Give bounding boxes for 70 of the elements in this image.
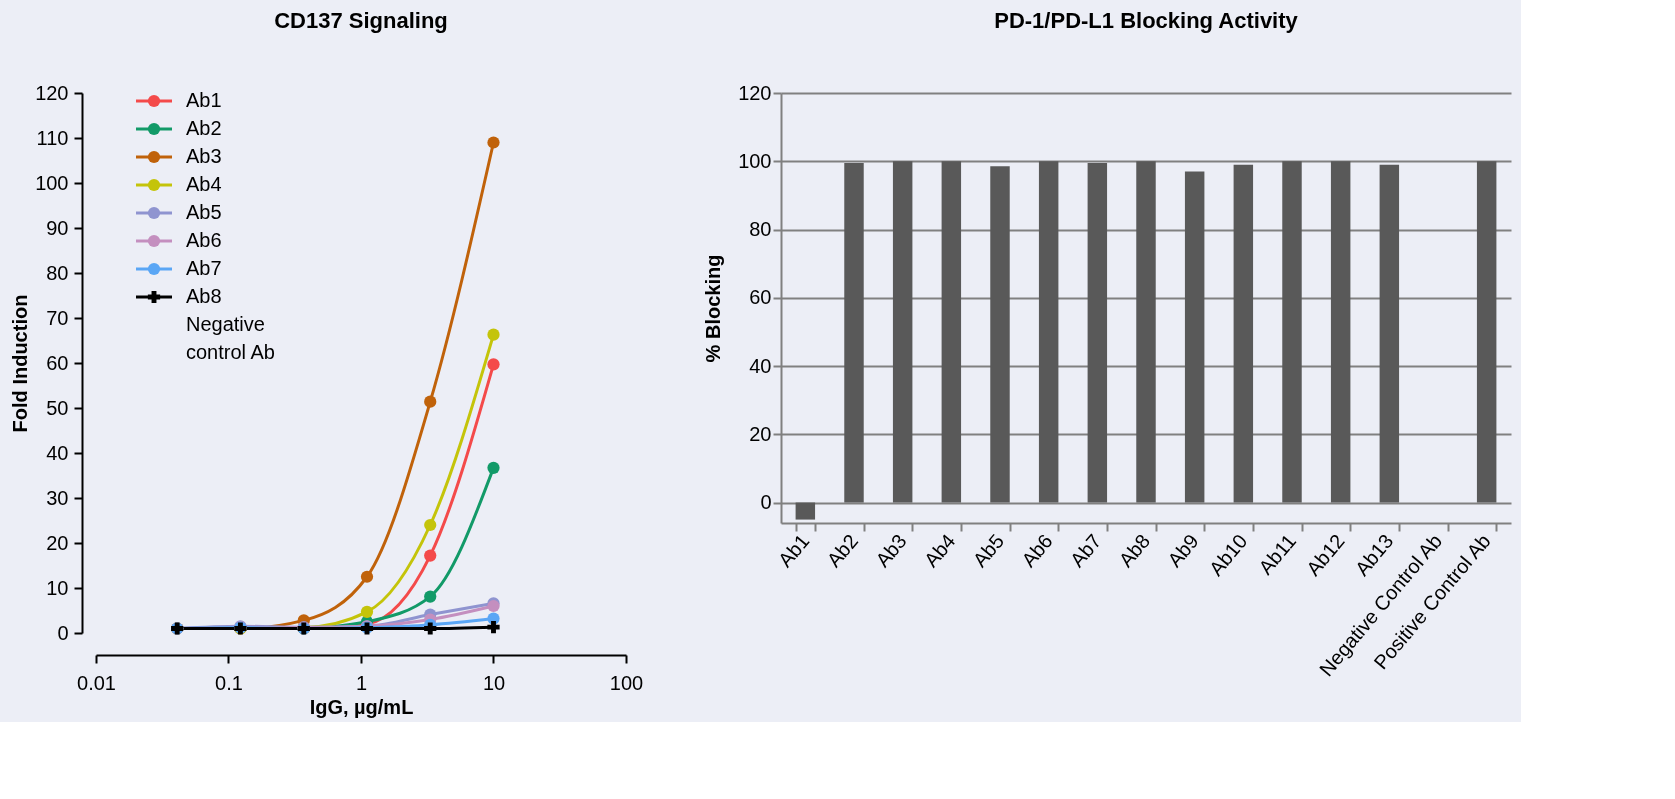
point [487, 136, 500, 149]
y-tick-label: 100 [738, 149, 772, 172]
x-tick-label: Ab1 [773, 529, 814, 572]
legend-label: Ab2 [186, 117, 222, 139]
bar [1379, 164, 1400, 503]
x-axis-title: IgG, µg/mL [309, 695, 414, 718]
x-tick-label: Ab9 [1163, 529, 1203, 572]
x-tick-label: Ab8 [1114, 529, 1155, 572]
legend-label: Ab4 [186, 173, 222, 195]
y-tick-label: 20 [749, 422, 772, 445]
point [487, 328, 500, 341]
bar [990, 166, 1010, 503]
y-tick-label: 90 [46, 216, 69, 239]
y-tick-label: 100 [35, 171, 69, 194]
bar [1038, 161, 1059, 503]
y-tick-label: 110 [36, 126, 69, 149]
bar [795, 502, 816, 520]
x-tick-label: 100 [609, 671, 644, 694]
x-tick-label: Ab2 [822, 529, 863, 572]
y-tick-label: 80 [46, 261, 69, 284]
y-tick-label: 50 [46, 396, 69, 419]
y-tick-label: 80 [749, 218, 772, 241]
legend-label: Ab8 Negative control Ab [186, 285, 275, 363]
legend-label: Ab6 [186, 229, 222, 251]
point [487, 358, 500, 371]
legend-label: Ab7 [186, 257, 222, 279]
y-tick-label: 20 [46, 531, 69, 554]
bar [1184, 171, 1205, 503]
y-tick-label: 0 [760, 491, 772, 514]
y-axis-title: % Blocking [702, 254, 725, 363]
y-tick-label: 60 [749, 286, 772, 309]
point [424, 518, 437, 532]
point [424, 590, 437, 603]
legend-label: Ab3 [186, 145, 222, 167]
point [360, 570, 374, 583]
x-tick-label: Ab6 [1017, 529, 1057, 572]
bar [1330, 161, 1351, 503]
bar [844, 162, 864, 503]
chart-title: PD-1/PD-L1 Blocking Activity [994, 8, 1299, 33]
point [487, 461, 500, 474]
x-tick-label: 0.01 [77, 671, 116, 694]
bar [892, 161, 913, 503]
y-tick-label: 70 [46, 306, 69, 329]
point [424, 395, 437, 408]
x-tick-label: Ab3 [871, 529, 911, 572]
y-tick-label: 0 [57, 621, 69, 644]
y-tick-label: 40 [749, 354, 772, 377]
bar [1282, 161, 1302, 503]
bar [1233, 164, 1254, 503]
y-tick-label: 40 [46, 441, 69, 464]
point [487, 621, 500, 634]
point [360, 605, 374, 618]
x-tick-label: 10 [482, 671, 506, 694]
y-axis-title: Fold Induction [9, 294, 32, 433]
bar [1136, 161, 1156, 503]
y-tick-label: 30 [46, 486, 69, 509]
point [424, 549, 437, 562]
bar [941, 161, 962, 503]
legend-label: Ab5 [186, 201, 222, 223]
y-tick-label: 120 [738, 81, 772, 104]
bar [1087, 162, 1108, 503]
legend-label: Ab1 [186, 89, 222, 111]
y-tick-label: 10 [46, 576, 69, 599]
x-tick-label: 1 [355, 671, 368, 694]
y-tick-label: 60 [46, 351, 69, 374]
y-tick-label: 120 [35, 81, 69, 104]
bar [1476, 161, 1497, 503]
point [424, 622, 437, 635]
chart-title: CD137 Signaling [274, 8, 448, 33]
x-tick-label: 0.1 [215, 671, 243, 694]
